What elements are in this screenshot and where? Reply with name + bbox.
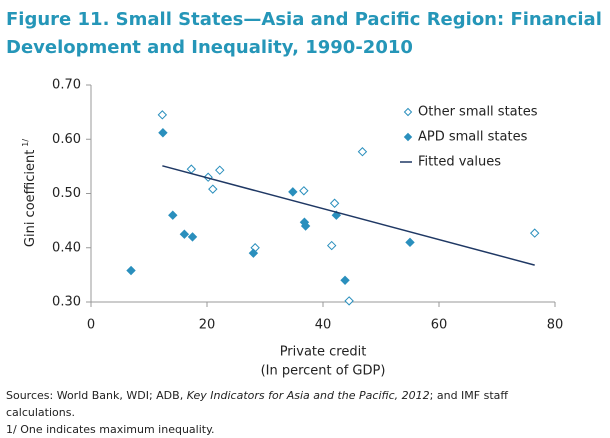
point (357, 147, 368, 157)
y-tick-label: 0.70 (52, 78, 81, 93)
point (326, 240, 337, 251)
y-tick-label: 0.30 (52, 295, 81, 310)
x-tick-label: 20 (199, 318, 216, 333)
legend-marker (403, 107, 413, 117)
footnote: 1/ One indicates maximum inequality. (6, 423, 215, 436)
legend-marker (403, 132, 413, 142)
point (186, 164, 197, 174)
fitted-line (162, 165, 535, 266)
y-axis-label: Gini coefficient 1/ (21, 139, 38, 248)
point (215, 165, 225, 175)
source-note: calculations. (6, 406, 75, 419)
source-text: Sources: World Bank, WDI; ADB, (6, 389, 187, 402)
point (248, 248, 259, 258)
point (168, 210, 178, 220)
point (405, 237, 415, 248)
x-axis-label: Private credit (280, 345, 367, 360)
source-note: Sources: World Bank, WDI; ADB, Key Indic… (6, 389, 508, 402)
point (208, 184, 218, 194)
point (344, 296, 354, 306)
y-tick-label: 0.40 (52, 240, 81, 255)
point (187, 232, 198, 242)
legend-label: Fitted values (418, 155, 501, 170)
source-text: Key Indicators for Asia and the Pacific,… (187, 389, 430, 402)
point (329, 198, 340, 208)
y-tick-label: 0.50 (52, 186, 81, 201)
x-tick-label: 0 (87, 318, 95, 333)
legend-label: Other small states (418, 105, 538, 120)
point (179, 229, 190, 239)
point (299, 186, 309, 196)
y-label-text: Gini coefficient (23, 150, 38, 247)
x-tick-label: 80 (547, 318, 564, 333)
x-tick-label: 60 (431, 318, 448, 333)
point (300, 221, 311, 231)
point (126, 265, 136, 276)
point (288, 187, 298, 197)
point (529, 228, 540, 238)
x-tick-label: 40 (315, 318, 332, 333)
y-label-note: 1/ (21, 139, 30, 147)
chart-title: Development and Inequality, 1990-2010 (6, 37, 413, 58)
point (340, 275, 350, 286)
chart-title: Figure 11. Small States—Asia and Pacific… (6, 9, 602, 30)
source-text: ; and IMF staff (430, 389, 509, 402)
x-axis-label: (In percent of GDP) (261, 364, 386, 379)
legend-label: APD small states (418, 130, 528, 145)
point (158, 128, 168, 138)
y-tick-label: 0.60 (52, 132, 81, 147)
point (157, 110, 168, 120)
